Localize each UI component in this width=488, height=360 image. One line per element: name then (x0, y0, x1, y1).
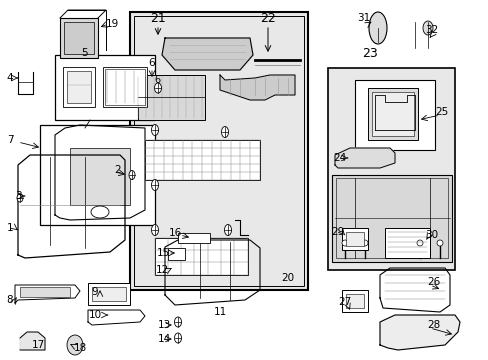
Polygon shape (334, 148, 394, 168)
Text: 29: 29 (331, 227, 344, 237)
Ellipse shape (67, 335, 83, 355)
Text: 28: 28 (427, 320, 440, 330)
Ellipse shape (129, 171, 135, 180)
Text: 20: 20 (281, 273, 294, 283)
Bar (63, 67, 95, 107)
Ellipse shape (174, 317, 181, 327)
Text: 10: 10 (88, 310, 102, 320)
Text: 31: 31 (357, 13, 370, 23)
Ellipse shape (224, 225, 231, 235)
Bar (341, 290, 367, 312)
Text: 19: 19 (105, 19, 119, 29)
Text: 14: 14 (157, 334, 170, 344)
Polygon shape (162, 38, 252, 70)
Text: 32: 32 (425, 25, 438, 35)
Bar (138, 75, 204, 120)
Bar (134, 16, 304, 286)
Text: 6: 6 (154, 75, 160, 85)
Ellipse shape (436, 240, 442, 246)
Ellipse shape (151, 225, 158, 235)
Bar (70, 148, 130, 205)
Text: 2: 2 (115, 165, 121, 175)
Text: 7: 7 (7, 135, 13, 145)
Ellipse shape (151, 125, 158, 135)
Bar (60, 18, 98, 58)
Text: 26: 26 (427, 277, 440, 287)
Bar (327, 68, 454, 270)
Text: 15: 15 (156, 248, 169, 258)
Bar (105, 69, 145, 105)
Ellipse shape (91, 206, 109, 218)
Polygon shape (220, 75, 294, 100)
Bar (155, 238, 247, 275)
Ellipse shape (174, 333, 181, 343)
Bar (145, 140, 260, 180)
Text: 25: 25 (434, 107, 447, 117)
Bar (67, 71, 91, 103)
Bar (371, 92, 413, 136)
Ellipse shape (151, 180, 158, 190)
Text: 12: 12 (155, 265, 168, 275)
Text: 6: 6 (148, 58, 155, 68)
Ellipse shape (221, 126, 228, 138)
Text: 11: 11 (213, 307, 226, 317)
Text: 30: 30 (425, 230, 438, 240)
Bar (346, 232, 363, 246)
Bar (384, 228, 429, 258)
Ellipse shape (361, 240, 367, 246)
Bar (40, 125, 155, 225)
Bar (92, 287, 126, 301)
Ellipse shape (341, 240, 347, 246)
Bar (88, 283, 130, 305)
Bar (55, 55, 155, 120)
Bar (354, 80, 434, 150)
Ellipse shape (17, 194, 23, 202)
Text: 17: 17 (31, 340, 44, 350)
Bar (130, 12, 307, 290)
Bar (346, 294, 363, 308)
Polygon shape (379, 315, 459, 350)
Bar (367, 88, 417, 140)
Bar (103, 67, 147, 107)
Bar (335, 178, 447, 258)
Text: 4: 4 (7, 73, 13, 83)
Bar (178, 233, 209, 243)
Text: 9: 9 (92, 287, 98, 297)
Bar (341, 228, 367, 250)
Text: 5: 5 (81, 48, 88, 58)
Text: 18: 18 (73, 343, 86, 353)
Ellipse shape (416, 240, 422, 246)
Bar (331, 175, 451, 262)
Bar (64, 22, 94, 54)
Ellipse shape (154, 83, 161, 93)
Text: 23: 23 (362, 46, 377, 59)
Text: 8: 8 (7, 295, 13, 305)
Text: 22: 22 (260, 12, 275, 24)
Ellipse shape (422, 21, 432, 35)
Text: 16: 16 (168, 228, 181, 238)
Polygon shape (20, 332, 45, 350)
Text: 3: 3 (15, 191, 21, 201)
Text: 24: 24 (333, 153, 346, 163)
Ellipse shape (368, 12, 386, 44)
Bar (20, 287, 70, 297)
Text: 21: 21 (150, 12, 165, 24)
Text: 13: 13 (157, 320, 170, 330)
Text: 1: 1 (7, 223, 13, 233)
Bar (168, 248, 184, 260)
Text: 27: 27 (338, 297, 351, 307)
